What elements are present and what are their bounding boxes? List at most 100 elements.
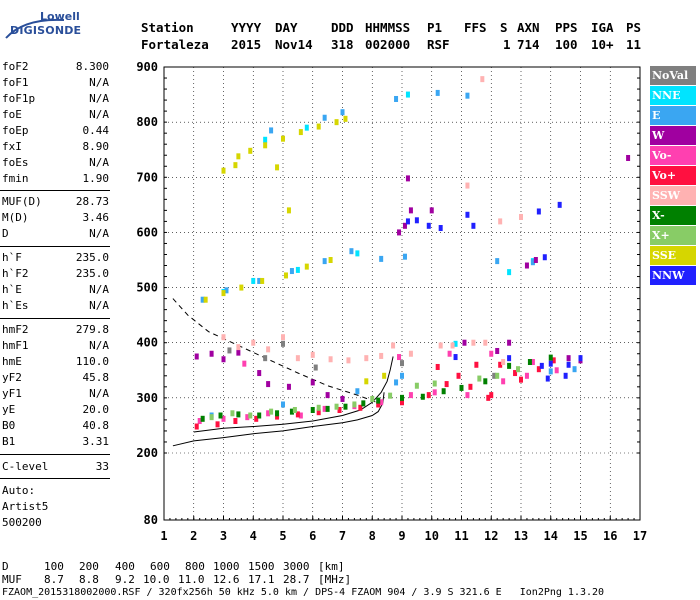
param-name: B1 — [2, 435, 16, 448]
echo-point-x — [334, 403, 339, 410]
footer-file-info: FZAOM_2015318002000.RSF / 320fx256h 50 k… — [2, 587, 605, 598]
echo-point-sse — [343, 115, 348, 122]
echo-point-nnw — [426, 222, 431, 229]
echo-point-nnw — [405, 218, 410, 225]
echo-point-x — [230, 410, 235, 417]
echo-point-ssw — [346, 357, 351, 364]
header-value-s: 1 — [503, 37, 511, 52]
echo-point-e — [224, 287, 229, 294]
echo-point-e — [355, 388, 360, 395]
auto-artist: Artist5 — [2, 500, 49, 513]
echo-point-nnw — [414, 217, 419, 224]
x-tick-label: 9 — [398, 529, 405, 543]
param-value: 20.0 — [82, 403, 110, 416]
param-divider — [0, 454, 110, 455]
y-tick-label: 800 — [136, 115, 158, 129]
echo-point-sse — [334, 119, 339, 126]
y-tick-label: 300 — [136, 391, 158, 405]
echo-point-noval — [263, 355, 268, 362]
param-name: D — [2, 227, 9, 240]
param-value: 1.90 — [82, 172, 110, 185]
echo-point-nne — [507, 269, 512, 276]
param-value: 3.46 — [82, 211, 110, 224]
echo-point-sse — [286, 207, 291, 214]
footer-muf: 9.2 — [115, 573, 135, 586]
param-name: hmF2 — [2, 323, 29, 336]
echo-point-vo — [426, 392, 431, 399]
echo-point-vo — [376, 401, 381, 408]
footer-distance: 200 — [79, 560, 99, 573]
echo-point-e — [322, 114, 327, 121]
echo-point-ssw — [480, 76, 485, 83]
x-tick-label: 8 — [369, 529, 376, 543]
echo-point-ssw — [501, 359, 506, 366]
param-row: yE 20.0 — [2, 403, 109, 418]
header-label-ddd: DDD — [331, 20, 354, 35]
echo-point-ssw — [438, 342, 443, 349]
echo-point-ssw — [364, 355, 369, 362]
echo-point-noval — [227, 347, 232, 354]
legend-item: Vo- — [650, 146, 696, 165]
echo-point-nnw — [578, 355, 583, 362]
footer-distance: 3000 — [283, 560, 310, 573]
x-tick-label: 12 — [484, 529, 498, 543]
echo-point-vo — [432, 389, 437, 396]
echo-point-x — [352, 401, 357, 408]
legend-item: W — [650, 126, 696, 145]
echo-point-e — [394, 95, 399, 102]
echo-point-nnw — [465, 211, 470, 218]
header-label-time: HHMMSS — [365, 20, 411, 35]
echo-point-e — [495, 258, 500, 265]
y-tick-label: 500 — [136, 281, 158, 295]
echo-point-w — [221, 356, 226, 363]
echo-point-nne — [355, 250, 360, 257]
echo-point-w — [209, 350, 214, 357]
chart-points — [194, 76, 631, 430]
echo-point-vo — [379, 399, 384, 406]
header-value-axn: 714 — [517, 37, 540, 52]
header-label-axn: AXN — [517, 20, 540, 35]
x-tick-label: 7 — [339, 529, 346, 543]
echo-point-x — [316, 404, 321, 411]
echo-point-e — [281, 401, 285, 408]
y-tick-label: 200 — [136, 446, 158, 460]
echo-point-nne — [453, 340, 458, 347]
echo-point-x — [361, 400, 366, 407]
param-row: h`F 235.0 — [2, 251, 109, 266]
legend-item: X+ — [650, 226, 696, 245]
echo-point-x — [400, 394, 404, 401]
param-name: hmE — [2, 355, 22, 368]
echo-point-x — [218, 412, 223, 419]
header-value-station: Fortaleza — [141, 37, 209, 52]
param-row: foF1 N/A — [2, 76, 109, 91]
x-tick-label: 1 — [160, 529, 167, 543]
chart-grid — [164, 67, 640, 520]
param-name: B0 — [2, 419, 16, 432]
echo-point-e — [289, 268, 294, 275]
header-value-day: Nov14 — [275, 37, 313, 52]
echo-point-sse — [203, 296, 208, 303]
echo-point-nnw — [507, 355, 512, 362]
echo-point-e — [402, 253, 407, 260]
plot-frame — [163, 66, 641, 521]
x-trace-line — [193, 356, 394, 433]
echo-point-x — [414, 382, 419, 389]
echo-point-noval — [492, 372, 497, 379]
param-name: foF1 — [2, 76, 29, 89]
echo-point-sse — [221, 290, 226, 297]
echo-point-vo — [530, 359, 535, 366]
o-trace-line — [172, 392, 385, 447]
chart-axes — [163, 66, 641, 521]
chart-traces — [172, 298, 394, 447]
footer-muf: 11.0 — [178, 573, 205, 586]
echo-point-vo — [554, 367, 559, 374]
echo-point-vo — [486, 394, 491, 401]
param-row: foEs N/A — [2, 156, 109, 171]
x-tick-label: 4 — [250, 529, 257, 543]
echo-point-noval — [281, 340, 285, 347]
param-value: N/A — [89, 92, 109, 105]
footer-muf: 8.8 — [79, 573, 99, 586]
chart-tick-labels: 1 2 3 4 5 6 7 8 9 10 11 12 13 14 15 16 17802003004005006… — [136, 60, 647, 543]
echo-point-nnw — [548, 360, 553, 367]
